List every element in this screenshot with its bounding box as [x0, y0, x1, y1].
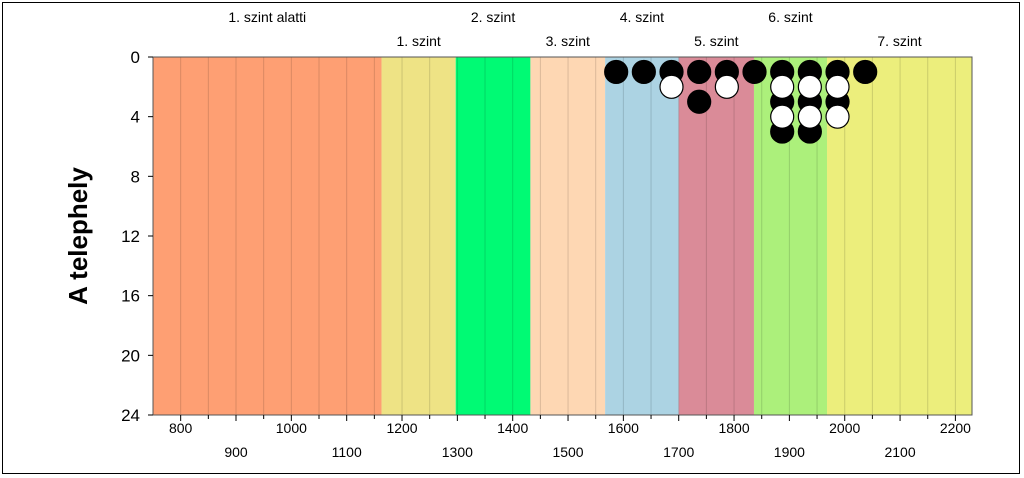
zone-label-1: 1. szint alatti [228, 9, 306, 25]
x-tick-label: 1900 [774, 444, 805, 460]
zone-band-8 [827, 57, 972, 415]
zone-label-7: 6. szint [768, 9, 812, 25]
zone-label-3: 2. szint [471, 9, 515, 25]
y-tick-label: 12 [121, 227, 140, 246]
x-tick-label: 1200 [386, 420, 417, 436]
data-point-open [825, 104, 850, 129]
y-tick-label: 16 [121, 287, 140, 306]
zone-band-2 [381, 57, 456, 415]
data-point-filled [687, 89, 712, 114]
data-point-open [797, 74, 822, 99]
zone-label-5: 4. szint [620, 9, 664, 25]
y-tick-label: 24 [121, 406, 140, 425]
x-tick-label: 1700 [663, 444, 694, 460]
zone-label-6: 5. szint [694, 33, 738, 49]
y-axis-title: A telephely [63, 167, 93, 305]
zone-band-5 [605, 57, 679, 415]
data-point-filled [742, 59, 767, 85]
data-point-open [825, 74, 850, 99]
x-tick-label: 2100 [884, 444, 915, 460]
zone-label-4: 3. szint [546, 33, 590, 49]
x-tick-label: 800 [169, 420, 193, 436]
zone-label-2: 1. szint [396, 33, 440, 49]
data-point-open [797, 104, 822, 129]
zone-band-1 [153, 57, 382, 415]
zone-band-6 [678, 57, 754, 415]
x-tick-label: 1400 [497, 420, 528, 436]
y-tick-label: 0 [131, 48, 140, 67]
data-point-open [659, 74, 684, 99]
y-tick-label: 20 [121, 346, 140, 365]
data-point-filled [631, 59, 656, 85]
data-point-open [770, 104, 795, 129]
x-tick-label: 1800 [718, 420, 749, 436]
zone-label-8: 7. szint [877, 33, 921, 49]
y-tick-label: 8 [131, 167, 140, 186]
x-tick-label: 900 [224, 444, 248, 460]
x-tick-label: 1000 [276, 420, 307, 436]
x-tick-label: 1500 [552, 444, 583, 460]
x-tick-label: 1100 [332, 444, 362, 460]
data-point-filled [604, 59, 629, 85]
data-point-filled [687, 59, 712, 85]
data-point-open [770, 74, 795, 99]
data-point-open [714, 74, 739, 99]
x-tick-label: 2200 [940, 420, 971, 436]
data-point-filled [853, 59, 878, 85]
y-tick-label: 4 [131, 108, 140, 127]
zone-band-4 [530, 57, 606, 415]
x-tick-label: 2000 [829, 420, 860, 436]
x-tick-label: 1300 [442, 444, 473, 460]
zone-band-3 [455, 57, 531, 415]
x-tick-label: 1600 [608, 420, 639, 436]
